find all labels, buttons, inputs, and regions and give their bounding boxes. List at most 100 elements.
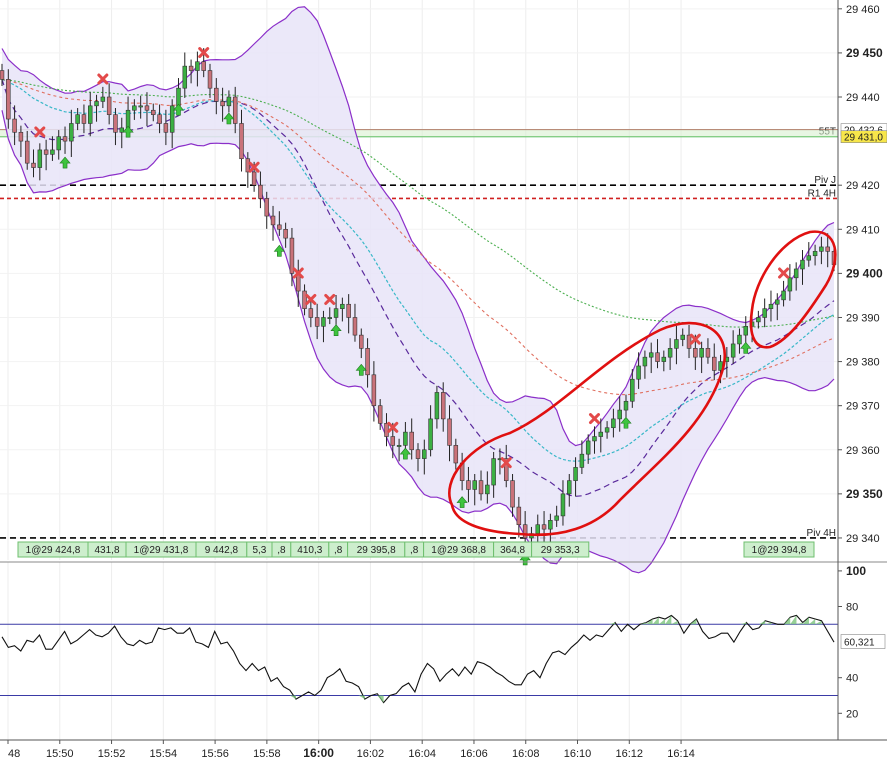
buy-signal-icon [330, 324, 342, 336]
sell-signal-icon [97, 73, 109, 85]
candle-bullish [56, 136, 61, 151]
price-tick-label: 29 350 [846, 487, 883, 501]
time-tick-label: 15:52 [98, 748, 126, 760]
sell-signal-icon [324, 293, 336, 305]
candle-bearish [712, 356, 717, 371]
oscillator-oversold-fill [289, 695, 297, 700]
candle-bearish [314, 317, 320, 327]
oscillator-overbought-fill [658, 618, 666, 625]
candle-bearish [346, 303, 351, 318]
buy-signal-icon [456, 496, 468, 508]
oscillator-value-box [840, 634, 886, 649]
oscillator-overbought-fill [802, 617, 809, 625]
price-level-label: Piv J [814, 175, 836, 186]
hand-drawn-annotations [448, 230, 837, 537]
candle-bearish [113, 114, 118, 133]
candle-bearish [157, 114, 162, 124]
price-tick-label: 29 410 [846, 224, 880, 236]
candle-bearish [0, 70, 5, 80]
candle-bullish [567, 480, 572, 495]
candle-bearish [466, 480, 471, 490]
oscillator-tick-label: 20 [846, 708, 858, 720]
candle-bearish [81, 114, 87, 124]
candle-bullish [680, 334, 685, 340]
buy-signal-icon [355, 363, 367, 376]
level-zone [0, 129, 838, 137]
oscillator-overbought-fill [671, 620, 678, 625]
candle-bearish [31, 162, 36, 168]
candle-bullish [667, 348, 673, 358]
candle-bullish [756, 317, 761, 323]
candle-bullish [630, 378, 635, 402]
candle-bullish [775, 299, 780, 305]
candle-bullish [138, 105, 143, 108]
candle-bearish [144, 105, 150, 111]
candle-bullish [472, 480, 477, 490]
trade-labels: 1@29 424,8 431,8 1@29 431,8 9 442,8 5,3 ,8 410… [17, 541, 815, 558]
candle-bullish [560, 493, 566, 517]
candle-bullish [132, 105, 137, 111]
candle-bullish [800, 259, 805, 270]
oscillator-value: 60,321 [844, 638, 875, 649]
candle-bullish [793, 268, 799, 279]
price-level-label: Piv 4H [807, 528, 836, 539]
candle-bullish [573, 467, 578, 481]
sell-signal-icon [34, 126, 46, 138]
price-tag-label: 29 431,0 [844, 133, 883, 144]
trade-label: 29 353,3 [541, 545, 580, 556]
candle-bullish [768, 303, 774, 309]
sell-signal-icon [387, 421, 399, 433]
candle-bullish [226, 96, 232, 107]
candle-bearish [384, 423, 389, 437]
candle-bullish [434, 392, 440, 420]
candle-bullish [611, 418, 616, 429]
candle-bearish [365, 348, 370, 376]
candle-bullish [699, 348, 704, 358]
oscillator-oversold-fill [377, 695, 384, 703]
trade-label: 1@29 431,8 [134, 545, 189, 556]
candle-bearish [409, 431, 414, 451]
time-tick-label: 16:04 [408, 748, 436, 760]
price-tag-box [840, 130, 887, 143]
candle-bullish [604, 427, 610, 433]
candle-bearish [377, 405, 383, 424]
time-tick-label: 16:14 [667, 748, 695, 760]
candle-bullish [648, 352, 654, 358]
annotation-ellipse-small [749, 230, 837, 349]
candle-bullish [422, 449, 427, 459]
candle-bullish [623, 400, 629, 411]
price-tick-label: 29 460 [846, 4, 880, 16]
candle-bearish [6, 79, 11, 120]
price-tick-label: 29 400 [846, 266, 883, 280]
buy-signal-icon [59, 156, 71, 169]
time-tick-label: 16:10 [564, 748, 592, 760]
buy-signal-icon [172, 103, 185, 116]
candle-bullish [340, 303, 345, 309]
bollinger-upper [1, 6, 835, 447]
trade-label: ,8 [410, 545, 419, 556]
candle-bullish [781, 290, 786, 301]
oscillator-oversold-fill [358, 695, 365, 700]
candle-bullish [737, 334, 742, 345]
candle-bullish [321, 317, 326, 327]
candle-bearish [12, 118, 17, 133]
oscillator-overbought-fill [640, 622, 647, 625]
oscillator-overbought-fill [740, 622, 747, 625]
price-tick-label: 29 390 [846, 312, 880, 324]
candle-bullish [491, 458, 496, 486]
candle-bearish [188, 65, 194, 71]
candle-bullish [598, 431, 604, 437]
candle-bullish [69, 123, 74, 142]
time-tick-label: 15:56 [201, 748, 229, 760]
sell-signal-icon [305, 293, 317, 305]
candle-bearish [478, 480, 484, 495]
candle-bearish [24, 140, 30, 164]
candlesticks [0, 48, 837, 554]
candle-bearish [258, 184, 263, 199]
candle-bearish [693, 348, 698, 358]
candle-bullish [428, 418, 433, 451]
candle-bullish [674, 339, 679, 349]
candle-bearish [283, 228, 288, 239]
candle-bullish [333, 308, 339, 318]
